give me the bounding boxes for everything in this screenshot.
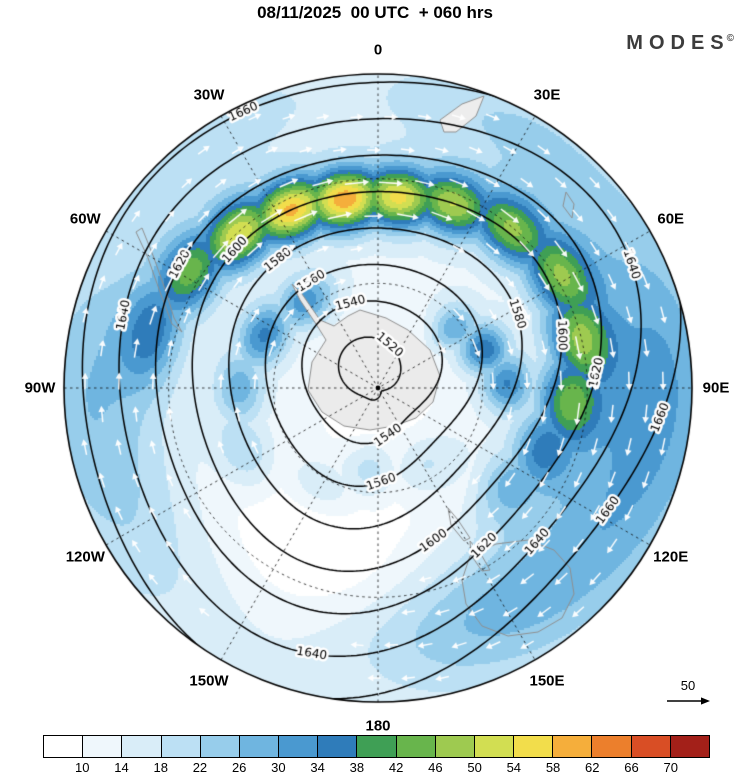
colorbar-cell-4 bbox=[199, 736, 239, 757]
wind-reference-arrow bbox=[667, 697, 710, 705]
colorbar-tick-26: 26 bbox=[231, 760, 247, 775]
wind-reference-value: 50 bbox=[680, 678, 696, 693]
colorbar-tick-58: 58 bbox=[545, 760, 561, 775]
colorbar-cell-0 bbox=[44, 736, 83, 757]
wind-reference: 50 bbox=[662, 678, 714, 711]
colorbar-cell-16 bbox=[669, 736, 709, 757]
colorbar-tick-labels: 10 14 18 22 26 30 34 38 42 46 50 54 58 62 66 70 bbox=[43, 760, 710, 778]
colorbar-cell-9 bbox=[395, 736, 435, 757]
modes-text: MODES bbox=[626, 32, 730, 54]
colorbar-tick-42: 42 bbox=[388, 760, 404, 775]
modes-copyright: © bbox=[726, 33, 734, 45]
colorbar-cell-6 bbox=[278, 736, 318, 757]
colorbar-tick-22: 22 bbox=[192, 760, 208, 775]
colorbar-tick-66: 66 bbox=[624, 760, 639, 775]
colorbar-cell-12 bbox=[513, 736, 553, 757]
colorbar-cell-10 bbox=[434, 736, 474, 757]
colorbar-tick-14: 14 bbox=[114, 760, 129, 775]
lon-label-90E: 90E bbox=[702, 379, 730, 397]
colorbar bbox=[43, 735, 710, 758]
modes-logo: MODES© bbox=[626, 32, 734, 55]
colorbar-cell-11 bbox=[473, 736, 514, 757]
colorbar-cell-7 bbox=[317, 736, 357, 757]
colorbar-tick-50: 50 bbox=[467, 760, 482, 775]
colorbar-cell-13 bbox=[552, 736, 592, 757]
lon-label-90W: 90W bbox=[24, 379, 56, 397]
colorbar-tick-70: 70 bbox=[663, 760, 678, 775]
lon-label-60E: 60E bbox=[657, 210, 685, 228]
colorbar-tick-30: 30 bbox=[271, 760, 286, 775]
colorbar-tick-54: 54 bbox=[506, 760, 522, 775]
lon-label-0: 0 bbox=[373, 41, 383, 59]
colorbar-tick-10: 10 bbox=[75, 760, 90, 775]
colorbar-tick-46: 46 bbox=[428, 760, 443, 775]
map-canvas bbox=[0, 0, 750, 730]
lon-label-60W: 60W bbox=[69, 210, 101, 228]
colorbar-cell-8 bbox=[356, 736, 396, 757]
colorbar-cell-1 bbox=[82, 736, 122, 757]
lon-label-120E: 120E bbox=[653, 548, 689, 566]
colorbar-cells bbox=[44, 736, 709, 757]
colorbar-tick-34: 34 bbox=[310, 760, 325, 775]
colorbar-cell-2 bbox=[121, 736, 161, 757]
lon-label-180: 180 bbox=[365, 717, 391, 735]
lon-label-150W: 150W bbox=[189, 672, 229, 690]
colorbar-cell-14 bbox=[591, 736, 631, 757]
colorbar-cell-3 bbox=[160, 736, 200, 757]
lon-label-150E: 150E bbox=[529, 672, 565, 690]
colorbar-cell-5 bbox=[238, 736, 279, 757]
colorbar-tick-62: 62 bbox=[585, 760, 600, 775]
chart-title: 08/11/2025 00 UTC + 060 hrs bbox=[257, 3, 493, 22]
colorbar-cell-15 bbox=[630, 736, 670, 757]
lon-label-30E: 30E bbox=[533, 86, 561, 104]
lon-label-30W: 30W bbox=[193, 86, 225, 104]
lon-label-120W: 120W bbox=[65, 548, 105, 566]
colorbar-tick-18: 18 bbox=[153, 760, 168, 775]
colorbar-tick-38: 38 bbox=[349, 760, 365, 775]
